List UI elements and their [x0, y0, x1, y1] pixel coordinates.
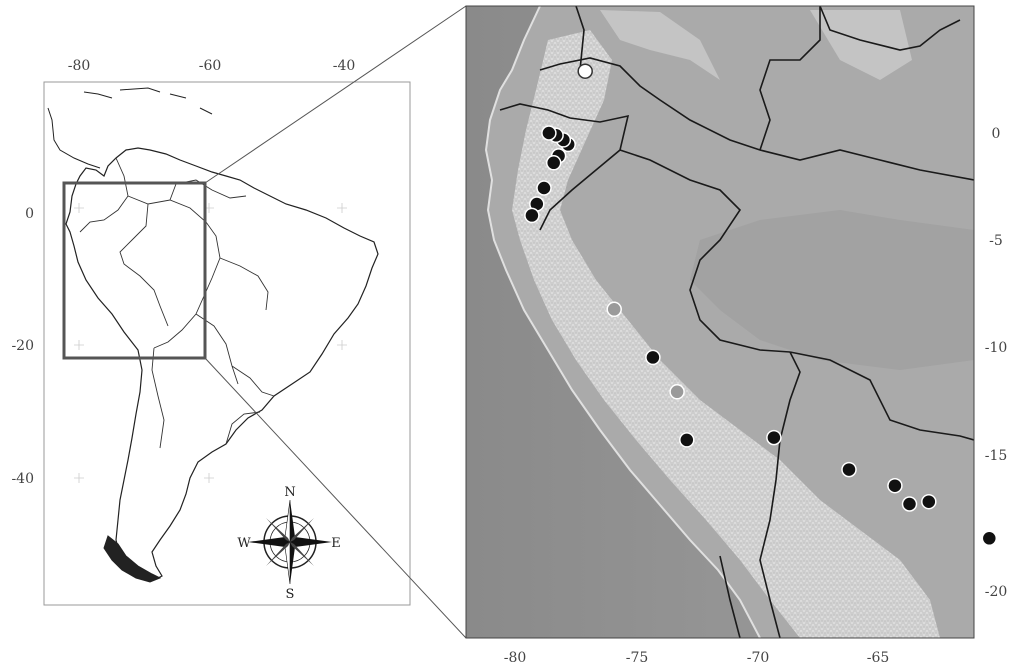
central-america-outline	[47, 87, 213, 169]
site-markers	[524, 63, 998, 547]
left-xtick: -40	[333, 58, 356, 74]
compass-s: S	[286, 587, 295, 602]
right-xtick: -70	[747, 650, 770, 666]
right-ytick: -20	[985, 584, 1008, 600]
site-marker-black	[981, 530, 998, 547]
detail-map: -80 -75 -70 -65 0 -5 -10 -15 -20	[465, 5, 1008, 666]
site-marker-black	[921, 493, 937, 510]
site-marker-grey	[606, 301, 622, 318]
right-ytick: -10	[985, 340, 1008, 356]
left-ytick: 0	[25, 206, 34, 222]
south-america-outline	[65, 147, 379, 581]
left-xtick: -60	[199, 58, 222, 74]
right-xtick: -65	[867, 650, 890, 666]
zoom-connector-bottom	[204, 357, 467, 639]
site-marker-black	[679, 432, 695, 448]
site-marker-black	[887, 477, 903, 494]
tierra-del-fuego	[103, 535, 162, 583]
site-marker-black	[545, 155, 562, 171]
right-ytick: -5	[989, 233, 1003, 249]
graticule	[74, 203, 347, 483]
detail-map-frame	[465, 5, 975, 639]
right-xtick: -80	[504, 650, 527, 666]
site-marker-black	[841, 461, 857, 478]
compass-rose-icon: N S E W	[237, 485, 340, 602]
compass-n: N	[284, 485, 295, 500]
site-marker-black	[645, 349, 661, 366]
site-marker-black	[524, 207, 540, 224]
compass-e: E	[331, 536, 341, 551]
left-ytick: -40	[11, 471, 34, 487]
compass-w: W	[237, 536, 251, 551]
right-xtick: -75	[626, 650, 649, 666]
site-marker-white	[577, 63, 593, 79]
zoom-connector-top	[204, 5, 467, 184]
overview-map-frame	[43, 81, 411, 606]
coastline	[484, 6, 761, 638]
left-ytick: -20	[11, 338, 34, 354]
land-mass	[486, 6, 974, 638]
site-marker-grey	[669, 384, 685, 400]
northern-highlands	[600, 10, 912, 80]
overview-map: -80 -60 -40 0 -20 -40 N S E W	[11, 58, 411, 606]
site-marker-black	[536, 180, 552, 196]
right-ytick: 0	[992, 126, 1001, 142]
site-marker-black	[901, 496, 918, 512]
left-xtick: -80	[68, 58, 91, 74]
andes-relief	[512, 30, 940, 638]
site-marker-black	[766, 429, 782, 446]
country-borders-detail	[499, 6, 974, 638]
amazon-basin	[690, 210, 974, 370]
site-marker-black	[541, 125, 557, 141]
study-region-box	[62, 181, 207, 360]
right-ytick: -15	[985, 448, 1008, 464]
